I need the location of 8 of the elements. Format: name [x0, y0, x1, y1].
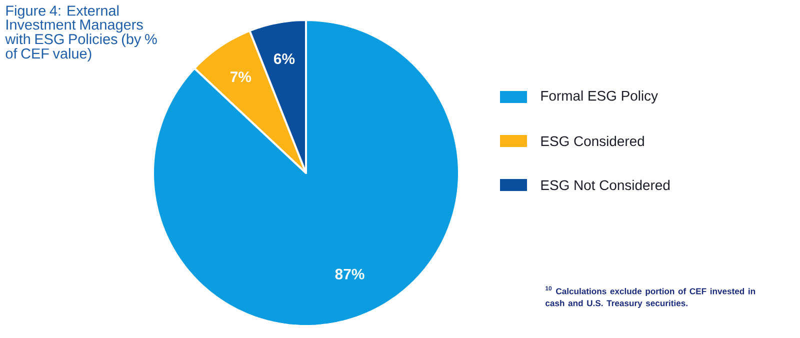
chart-title: Figure 4: External Investment Managers with ESG Policies (by % of CEF value)	[5, 5, 157, 62]
legend-label: ESG Considered	[541, 136, 644, 146]
text: $^{10}$ Calculations exclude portion of CEF invested in cash and U.S. Treasury securities.	[546, 286, 756, 308]
legend-label: Formal ESG Policy	[541, 90, 658, 104]
data-label: 7%	[230, 72, 252, 82]
legend-label: ESG Not Considered	[541, 180, 670, 190]
data-label: 6%	[274, 53, 295, 64]
data-label: 87%	[335, 268, 364, 280]
